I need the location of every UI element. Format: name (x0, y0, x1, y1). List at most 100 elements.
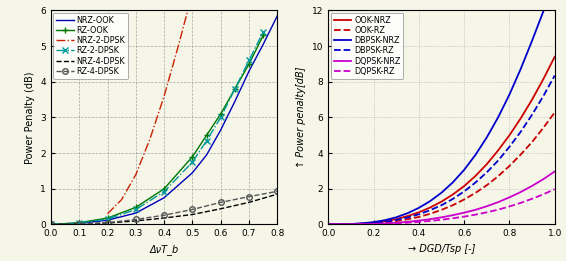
OOK-RZ (381, 221, 388, 224)
DBPSK-NRZ (517, 67, 524, 70)
DBPSK-NRZ (359, 222, 366, 225)
RZ-4-DPSK (76, 223, 83, 226)
DQPSK-RZ (506, 205, 513, 208)
RZ-4-DPSK (104, 221, 111, 224)
RZ-2-DPSK (231, 87, 238, 91)
DBPSK-RZ (540, 94, 547, 98)
RZ-4-DPSK (246, 195, 252, 198)
DBPSK-NRZ (483, 136, 490, 139)
DBPSK-RZ (472, 181, 479, 184)
DBPSK-NRZ (506, 93, 513, 96)
RZ-2-DPSK (161, 190, 168, 193)
DQPSK-RZ (517, 201, 524, 204)
DBPSK-NRZ (325, 223, 332, 226)
OOK-NRZ (483, 163, 490, 166)
X-axis label: → DGD/Tsp [-]: → DGD/Tsp [-] (408, 244, 475, 254)
Line: DQPSK-NRZ: DQPSK-NRZ (328, 171, 555, 224)
DBPSK-NRZ (449, 181, 456, 184)
DQPSK-NRZ (370, 222, 377, 226)
OOK-RZ (495, 175, 501, 178)
RZ-2-DPSK (132, 208, 139, 211)
DBPSK-NRZ (438, 191, 445, 194)
DBPSK-RZ (359, 222, 366, 225)
RZ-4-DPSK (274, 190, 281, 193)
NRZ-4-DPSK (274, 193, 281, 196)
OOK-RZ (461, 198, 468, 201)
DBPSK-NRZ (370, 221, 377, 224)
OOK-NRZ (472, 174, 479, 177)
NRZ-2-DPSK (161, 94, 168, 98)
DQPSK-NRZ (506, 196, 513, 199)
DQPSK-NRZ (336, 223, 343, 226)
DBPSK-RZ (404, 216, 411, 219)
NRZ-4-DPSK (48, 223, 54, 226)
DQPSK-RZ (495, 208, 501, 211)
NRZ-2-DPSK (118, 198, 125, 201)
RZ-4-DPSK (132, 218, 139, 221)
OOK-RZ (483, 184, 490, 187)
DQPSK-NRZ (393, 221, 400, 224)
DQPSK-RZ (449, 217, 456, 220)
RZ-4-DPSK (189, 208, 196, 211)
DQPSK-RZ (393, 222, 400, 225)
OOK-NRZ (506, 134, 513, 137)
Legend: OOK-NRZ, OOK-RZ, DBPSK-NRZ, DBPSK-RZ, DQPSK-NRZ, DQPSK-RZ: OOK-NRZ, OOK-RZ, DBPSK-NRZ, DBPSK-RZ, DQ… (331, 13, 403, 79)
NRZ-4-DPSK (161, 216, 168, 220)
OOK-NRZ (495, 149, 501, 152)
DQPSK-RZ (348, 223, 354, 226)
OOK-RZ (449, 204, 456, 207)
DQPSK-RZ (325, 223, 332, 226)
DBPSK-RZ (506, 145, 513, 149)
RZ-OOK (104, 216, 111, 220)
DQPSK-NRZ (495, 201, 501, 204)
NRZ-OOK (260, 43, 267, 46)
DBPSK-RZ (483, 171, 490, 174)
DQPSK-NRZ (359, 223, 366, 226)
DBPSK-RZ (393, 218, 400, 222)
DBPSK-RZ (348, 223, 354, 226)
NRZ-2-DPSK (175, 45, 182, 48)
OOK-RZ (393, 220, 400, 223)
OOK-NRZ (427, 206, 434, 209)
DQPSK-NRZ (472, 208, 479, 211)
RZ-4-DPSK (217, 201, 224, 204)
Line: RZ-2-DPSK: RZ-2-DPSK (48, 28, 267, 228)
OOK-NRZ (393, 218, 400, 221)
RZ-2-DPSK (246, 59, 252, 62)
RZ-OOK (231, 87, 238, 91)
RZ-2-DPSK (76, 222, 83, 225)
DQPSK-RZ (404, 221, 411, 224)
DQPSK-NRZ (415, 219, 422, 222)
OOK-NRZ (370, 221, 377, 224)
RZ-OOK (189, 155, 196, 158)
Line: NRZ-4-DPSK: NRZ-4-DPSK (51, 194, 277, 224)
Line: DQPSK-RZ: DQPSK-RZ (328, 189, 555, 224)
DQPSK-RZ (540, 193, 547, 196)
DQPSK-NRZ (483, 205, 490, 208)
DQPSK-RZ (438, 218, 445, 221)
DBPSK-RZ (427, 209, 434, 212)
OOK-NRZ (449, 193, 456, 196)
RZ-OOK (260, 34, 267, 37)
DQPSK-RZ (381, 222, 388, 225)
DQPSK-RZ (427, 219, 434, 222)
NRZ-OOK (231, 100, 238, 103)
RZ-2-DPSK (48, 223, 54, 226)
DBPSK-NRZ (381, 219, 388, 222)
OOK-RZ (438, 208, 445, 211)
RZ-OOK (76, 221, 83, 224)
NRZ-4-DPSK (217, 207, 224, 210)
Line: DBPSK-NRZ: DBPSK-NRZ (328, 0, 555, 224)
DBPSK-NRZ (404, 212, 411, 215)
DQPSK-RZ (483, 211, 490, 214)
Line: OOK-NRZ: OOK-NRZ (328, 57, 555, 224)
DQPSK-NRZ (325, 223, 332, 226)
DBPSK-RZ (529, 113, 535, 116)
OOK-RZ (427, 212, 434, 215)
DBPSK-RZ (438, 204, 445, 207)
DQPSK-NRZ (551, 170, 558, 173)
OOK-RZ (404, 218, 411, 221)
OOK-NRZ (381, 220, 388, 223)
DQPSK-RZ (529, 197, 535, 200)
DQPSK-NRZ (427, 218, 434, 221)
